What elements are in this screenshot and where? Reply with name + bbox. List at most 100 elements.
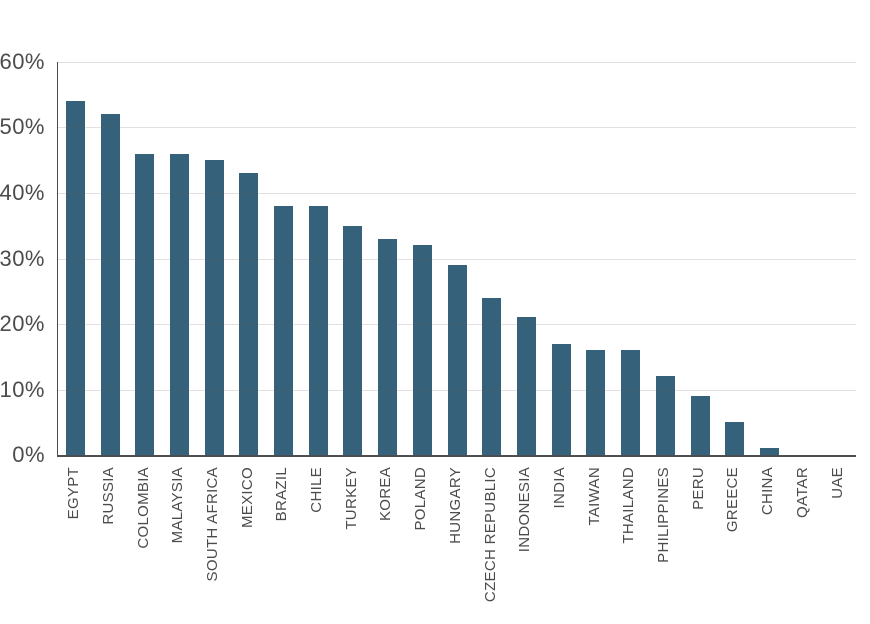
bar-slot-south-africa — [197, 62, 232, 455]
gridline-30 — [58, 258, 856, 260]
x-slot-mexico: MEXICO — [231, 467, 266, 528]
y-tick-label-50: 50% — [0, 114, 45, 140]
bar-slot-thailand — [613, 62, 648, 455]
bars-container — [58, 62, 856, 455]
bar-chile — [308, 206, 328, 455]
x-slot-korea: KOREA — [369, 467, 404, 521]
x-label-taiwan: TAIWAN — [585, 467, 603, 526]
bar-slot-taiwan — [579, 62, 614, 455]
y-tick-label-0: 0% — [12, 442, 45, 467]
gridline-50 — [58, 127, 856, 129]
x-label-uae: UAE — [828, 467, 846, 499]
bar-brazil — [274, 206, 294, 455]
x-label-colombia: COLOMBIA — [134, 467, 152, 549]
bar-turkey — [343, 225, 363, 455]
x-label-poland: POLAND — [412, 467, 430, 531]
bar-poland — [412, 245, 432, 455]
x-slot-turkey: TURKEY — [335, 467, 370, 530]
x-slot-philippines: PHILIPPINES — [647, 467, 682, 563]
bar-slot-malaysia — [162, 62, 197, 455]
x-label-peru: PERU — [689, 467, 707, 510]
bar-china — [759, 448, 779, 455]
gridline-40 — [58, 192, 856, 194]
x-slot-thailand: THAILAND — [612, 467, 647, 544]
bar-peru — [690, 396, 710, 455]
x-label-philippines: PHILIPPINES — [655, 467, 673, 563]
y-tick-label-30: 30% — [0, 245, 45, 271]
x-slot-chile: CHILE — [300, 467, 335, 513]
x-axis-labels: EGYPT RUSSIA COLOMBIA MALAYSIA SOUTH AFRICA M… — [57, 467, 855, 602]
plot-area — [57, 62, 856, 457]
x-slot-egypt: EGYPT — [57, 467, 92, 519]
x-label-korea: KOREA — [377, 467, 395, 522]
y-tick-label-40: 40% — [0, 179, 45, 205]
x-label-south-africa: SOUTH AFRICA — [203, 467, 221, 582]
x-slot-greece: GREECE — [716, 467, 751, 532]
bar-slot-chile — [301, 62, 336, 455]
gridline-20 — [58, 323, 856, 325]
bar-south-africa — [204, 160, 224, 455]
bar-greece — [725, 422, 745, 455]
x-slot-hungary: HUNGARY — [439, 467, 474, 544]
bar-slot-hungary — [440, 62, 475, 455]
x-label-chile: CHILE — [308, 467, 326, 513]
x-label-egypt: EGYPT — [65, 467, 83, 520]
x-label-mexico: MEXICO — [238, 467, 256, 528]
x-label-brazil: BRAZIL — [273, 467, 291, 522]
x-label-qatar: QATAR — [793, 467, 811, 518]
x-slot-uae: UAE — [820, 467, 855, 499]
x-label-china: CHINA — [759, 467, 777, 516]
x-label-india: INDIA — [550, 467, 568, 509]
bar-thailand — [621, 350, 641, 455]
bar-slot-korea — [370, 62, 405, 455]
x-label-hungary: HUNGARY — [446, 467, 464, 544]
bar-slot-china — [752, 62, 787, 455]
bar-czech-republic — [482, 297, 502, 455]
y-axis: 0% 10% 20% 30% 40% 50% 60% — [0, 49, 45, 467]
y-tick-label-60: 60% — [0, 49, 45, 74]
bar-slot-indonesia — [509, 62, 544, 455]
x-label-turkey: TURKEY — [342, 467, 360, 530]
bar-slot-peru — [683, 62, 718, 455]
x-slot-peru: PERU — [682, 467, 717, 510]
bar-slot-egypt — [58, 62, 93, 455]
bar-slot-czech-republic — [474, 62, 509, 455]
bar-slot-turkey — [336, 62, 371, 455]
bar-slot-colombia — [127, 62, 162, 455]
bar-india — [551, 343, 571, 455]
x-label-russia: RUSSIA — [99, 467, 117, 525]
x-slot-malaysia: MALAYSIA — [161, 467, 196, 543]
bar-slot-india — [544, 62, 579, 455]
bar-slot-philippines — [648, 62, 683, 455]
bar-egypt — [65, 101, 85, 455]
x-label-malaysia: MALAYSIA — [169, 467, 187, 544]
bar-korea — [378, 238, 398, 455]
bar-hungary — [447, 265, 467, 455]
bar-colombia — [135, 153, 155, 455]
x-slot-poland: POLAND — [404, 467, 439, 531]
bar-slot-mexico — [232, 62, 267, 455]
y-tick-label-10: 10% — [0, 376, 45, 402]
bar-philippines — [655, 376, 675, 455]
bar-mexico — [239, 173, 259, 455]
bar-slot-poland — [405, 62, 440, 455]
x-slot-south-africa: SOUTH AFRICA — [196, 467, 231, 581]
bar-taiwan — [586, 350, 606, 455]
x-label-thailand: THAILAND — [620, 467, 638, 544]
bar-slot-brazil — [266, 62, 301, 455]
bar-slot-greece — [717, 62, 752, 455]
x-slot-qatar: QATAR — [786, 467, 821, 518]
y-tick-label-20: 20% — [0, 310, 45, 336]
x-slot-taiwan: TAIWAN — [578, 467, 613, 525]
x-slot-india: INDIA — [543, 467, 578, 509]
x-slot-czech-republic: CZECH REPUBLIC — [473, 467, 508, 602]
x-slot-colombia: COLOMBIA — [126, 467, 161, 549]
x-slot-china: CHINA — [751, 467, 786, 515]
bar-slot-russia — [93, 62, 128, 455]
gridline-10 — [58, 389, 856, 391]
gridline-60 — [58, 62, 856, 63]
x-slot-russia: RUSSIA — [92, 467, 127, 525]
x-label-czech-republic: CZECH REPUBLIC — [481, 467, 499, 603]
x-label-greece: GREECE — [724, 467, 742, 533]
